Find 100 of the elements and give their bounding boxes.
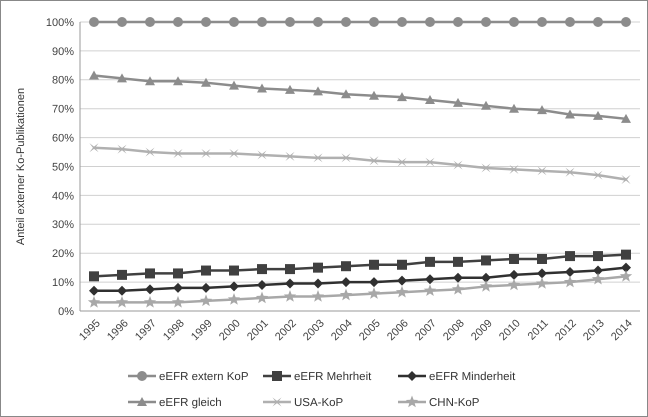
point (117, 270, 127, 280)
point (145, 284, 155, 294)
y-axis-title: Anteil externer Ko-Publikationen (15, 88, 27, 246)
point (229, 266, 239, 276)
point (453, 160, 463, 170)
point (341, 17, 351, 27)
point (257, 280, 267, 290)
point (313, 278, 323, 289)
point (284, 290, 296, 302)
point (285, 152, 295, 161)
point (89, 143, 99, 152)
point (313, 153, 323, 162)
y-tick-label: 50% (52, 161, 74, 174)
point (257, 17, 267, 27)
point (509, 254, 519, 264)
y-tick-label: 100% (46, 16, 74, 29)
point (257, 264, 267, 274)
point (229, 17, 239, 27)
point (508, 278, 520, 290)
point (621, 114, 631, 123)
point (453, 17, 463, 27)
legend-label: eEFR gleich (159, 397, 222, 410)
point (173, 268, 183, 278)
point (592, 272, 604, 284)
point (537, 17, 547, 27)
point (117, 73, 127, 82)
point (453, 98, 463, 107)
point (453, 256, 463, 267)
point (313, 86, 323, 96)
point (537, 105, 547, 114)
point (565, 266, 575, 277)
point (509, 17, 519, 27)
point (200, 294, 212, 306)
point (481, 272, 491, 283)
y-tick-label: 60% (52, 132, 74, 144)
point (341, 261, 351, 272)
point (620, 270, 632, 282)
point (256, 291, 268, 304)
point (425, 17, 435, 27)
point (397, 158, 407, 167)
point (145, 17, 155, 27)
legend-label: eEFR extern KoP (159, 371, 249, 384)
point (117, 144, 127, 154)
point (172, 296, 184, 308)
point (89, 271, 99, 282)
point (593, 170, 603, 180)
point (144, 296, 156, 308)
point (201, 17, 211, 27)
point (145, 147, 155, 157)
point (369, 156, 379, 166)
point (173, 17, 183, 27)
point (621, 262, 631, 273)
point (424, 284, 436, 296)
point (397, 260, 407, 270)
point (509, 104, 519, 113)
point (285, 84, 295, 94)
y-tick-label: 30% (52, 219, 74, 232)
point (425, 95, 435, 104)
point (621, 250, 631, 260)
point (229, 148, 239, 158)
point (537, 254, 547, 264)
point (369, 277, 379, 288)
point (565, 17, 575, 27)
point (481, 17, 491, 27)
point (565, 251, 575, 262)
y-tick-label: 10% (52, 276, 74, 289)
point (173, 282, 183, 293)
point (537, 166, 547, 176)
point (173, 148, 183, 158)
point (285, 278, 295, 289)
legend-label: eEFR Mehrheit (294, 371, 372, 384)
legend-label: CHN-KoP (429, 397, 480, 410)
point (368, 287, 380, 299)
point (340, 288, 352, 300)
point (481, 163, 491, 173)
point (341, 89, 351, 98)
point (341, 153, 351, 162)
point (425, 274, 435, 284)
point (257, 83, 267, 92)
point (621, 17, 631, 27)
point (397, 17, 407, 27)
point (228, 292, 240, 305)
point (480, 280, 492, 292)
point (593, 251, 603, 262)
point (396, 286, 408, 298)
y-tick-label: 90% (52, 46, 74, 58)
point (397, 92, 407, 102)
point (341, 277, 351, 288)
point (481, 255, 491, 266)
point (369, 90, 379, 100)
point (593, 266, 603, 276)
point (593, 17, 603, 27)
y-tick-label: 0% (58, 306, 74, 318)
point (116, 296, 128, 308)
point (89, 70, 99, 80)
point (229, 80, 239, 90)
point (173, 76, 183, 86)
point (313, 17, 323, 27)
point (565, 168, 575, 177)
y-tick-label: 40% (52, 190, 74, 202)
